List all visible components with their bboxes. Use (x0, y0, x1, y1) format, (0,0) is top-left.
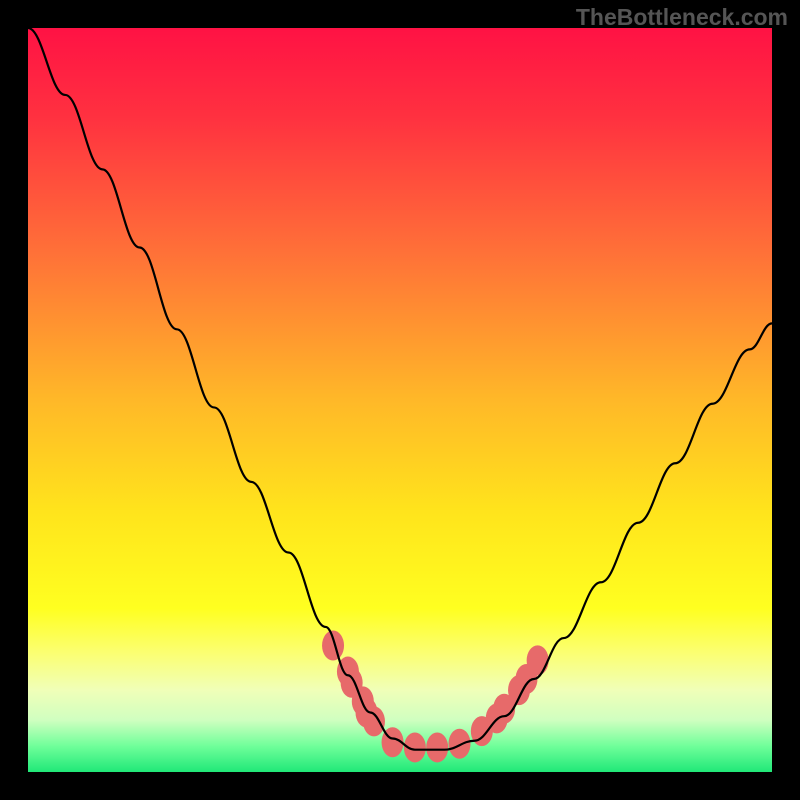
data-marker (449, 729, 471, 759)
data-marker (322, 631, 344, 661)
watermark-text: TheBottleneck.com (576, 4, 788, 31)
plot-background (28, 28, 772, 772)
data-marker (527, 645, 549, 675)
data-marker (426, 732, 448, 762)
